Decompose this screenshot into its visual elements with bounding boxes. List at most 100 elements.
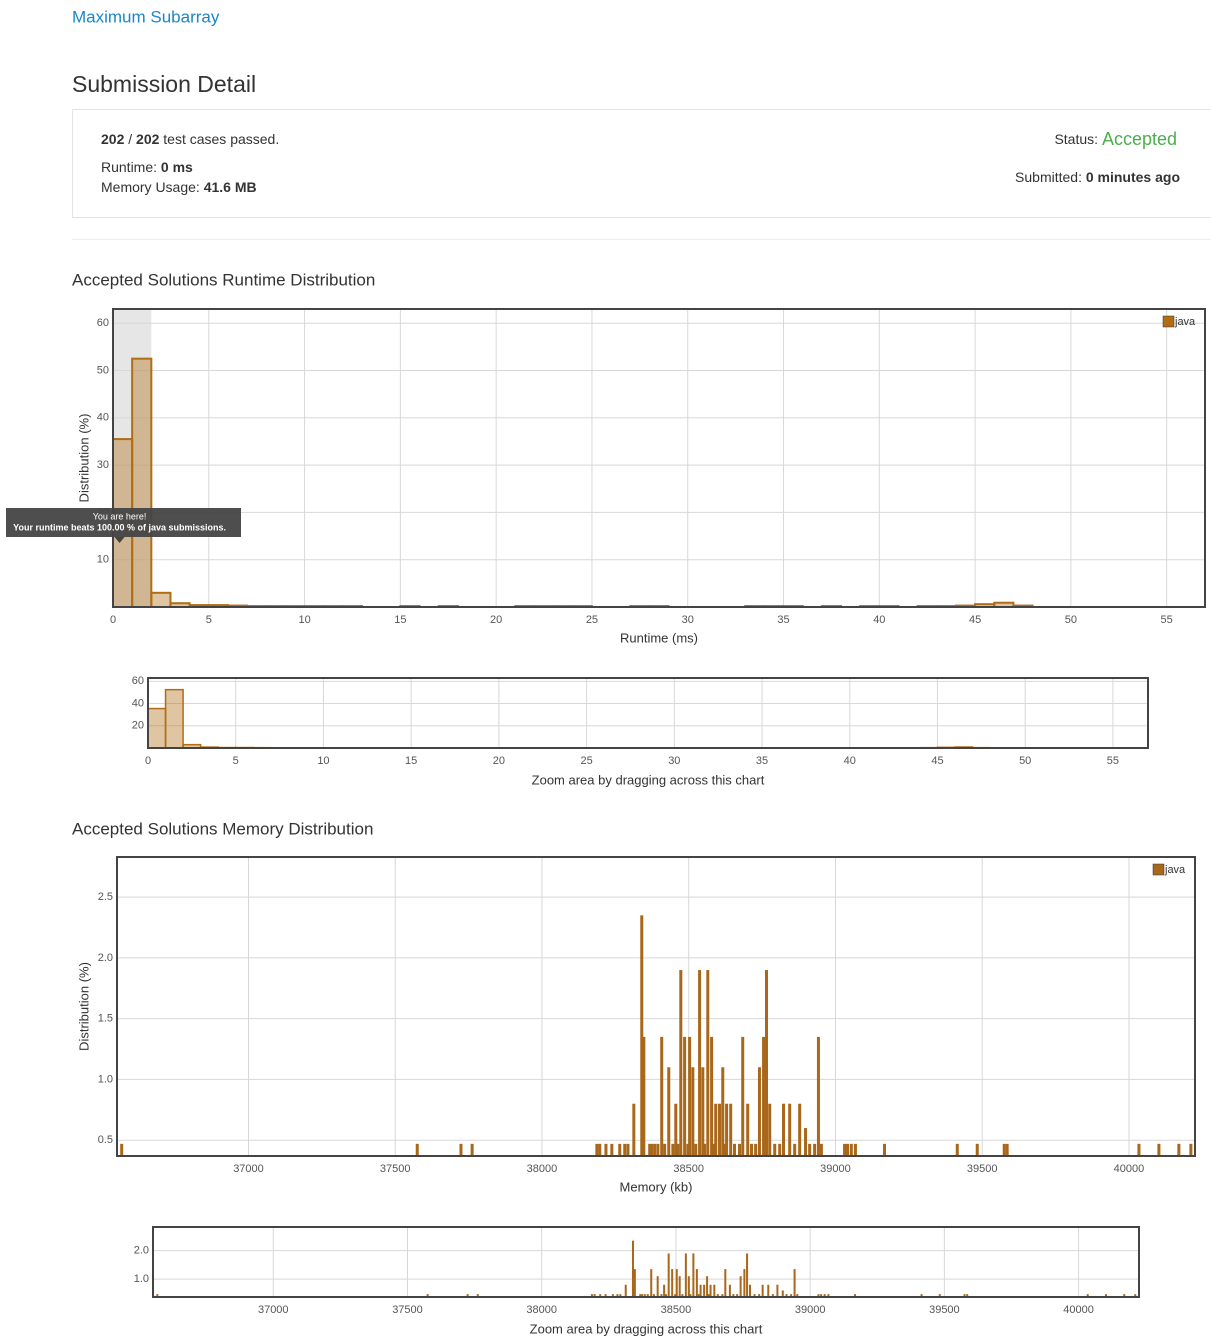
bar (736, 1294, 739, 1297)
bar (765, 970, 769, 1156)
bar (664, 1294, 667, 1297)
plot-frame (152, 1226, 1140, 1298)
bar (714, 1103, 718, 1156)
x-tick-label: 40000 (1063, 1304, 1094, 1316)
bar (754, 1143, 758, 1156)
bar (1157, 1143, 1161, 1156)
bar (706, 1276, 709, 1297)
bar (632, 1103, 636, 1156)
histogram-bar (164, 688, 184, 749)
bar (652, 1294, 655, 1297)
bar (640, 915, 644, 1156)
bar (656, 1143, 660, 1156)
bar (646, 1294, 649, 1297)
bar (733, 1143, 737, 1156)
bar (686, 1143, 690, 1156)
bar (642, 1036, 646, 1156)
bar (1189, 1143, 1193, 1156)
histogram-bar (131, 357, 153, 608)
bar (823, 1294, 826, 1297)
x-tick-label: 0 (110, 614, 116, 626)
bar (426, 1294, 429, 1297)
bar (843, 1143, 847, 1156)
tooltip-arrow (114, 537, 125, 543)
x-tick-label: 45 (969, 614, 981, 626)
passed: 202 (101, 131, 125, 147)
bar (470, 1143, 474, 1156)
x-tick-label: 10 (317, 755, 329, 767)
total: 202 (136, 131, 160, 147)
memory-line: Memory Usage: 41.6 MB (101, 179, 257, 195)
x-axis-label: Runtime (ms) (620, 630, 698, 645)
bar (707, 1294, 710, 1297)
bar (598, 1143, 602, 1156)
bar (793, 1269, 796, 1297)
bar (785, 1294, 788, 1297)
bar (681, 1294, 684, 1297)
bar (699, 1284, 702, 1297)
bar (415, 1143, 419, 1156)
x-tick-label: 50 (1019, 755, 1031, 767)
bar (674, 1103, 678, 1156)
bar (849, 1143, 853, 1156)
bar (808, 1143, 812, 1156)
x-tick-label: 40 (844, 755, 856, 767)
x-tick-label: 20 (490, 614, 502, 626)
bar (725, 1103, 729, 1156)
plot-frame (116, 856, 1196, 1157)
bar (1177, 1143, 1181, 1156)
bar (804, 1128, 808, 1156)
bar (656, 1276, 659, 1297)
bar (882, 1143, 886, 1156)
bar (703, 1143, 707, 1156)
bar (684, 1253, 687, 1297)
bar (741, 1036, 745, 1156)
y-axis-label: Distribution (%) (76, 414, 91, 503)
y-tick-label: 10 (97, 554, 109, 566)
y-tick-label: 50 (97, 364, 109, 376)
y-tick-label: 20 (132, 720, 144, 732)
x-tick-label: 35 (777, 614, 789, 626)
status-line: Status: Accepted (1054, 129, 1177, 149)
bar (1086, 1294, 1089, 1297)
bar (1002, 1143, 1006, 1156)
x-tick-label: 30 (682, 614, 694, 626)
zoom-hint: Zoom area by dragging across this chart (530, 1321, 763, 1336)
bar (604, 1143, 608, 1156)
x-tick-label: 38500 (673, 1163, 704, 1175)
bar (687, 1276, 690, 1297)
bar (975, 1143, 979, 1156)
status: Accepted (1102, 129, 1177, 149)
bar (459, 1143, 463, 1156)
bar (683, 1036, 687, 1156)
bar (688, 1036, 692, 1156)
bar (729, 1103, 733, 1156)
bar (697, 1294, 700, 1297)
x-tick-label: 55 (1161, 614, 1173, 626)
bar (650, 1143, 654, 1156)
y-tick-label: 0.5 (98, 1134, 113, 1146)
runtime-tooltip: You are here!Your runtime beats 100.00 %… (6, 508, 241, 543)
bar (692, 1253, 695, 1297)
runtime-line: Runtime: 0 ms (101, 159, 193, 175)
runtime-label: Runtime: (101, 159, 157, 175)
bar (595, 1143, 599, 1156)
bar (476, 1294, 479, 1297)
bar (778, 1143, 782, 1156)
x-tick-label: 15 (405, 755, 417, 767)
bar (679, 970, 683, 1156)
plot-area (153, 1227, 1139, 1297)
bar (667, 1067, 671, 1156)
bar (675, 1269, 678, 1297)
bar (643, 1294, 646, 1297)
bar (728, 1284, 731, 1297)
problem-link[interactable]: Maximum Subarray (72, 7, 220, 26)
tooltip-title: You are here! (93, 511, 147, 521)
y-tick-label: 2.0 (134, 1245, 149, 1257)
plot-area (117, 857, 1195, 1156)
y-tick-label: 2.0 (98, 952, 113, 964)
bar (737, 1143, 741, 1156)
plot-frame (147, 677, 1149, 749)
cases-line: 202 / 202 test cases passed. (101, 131, 279, 147)
